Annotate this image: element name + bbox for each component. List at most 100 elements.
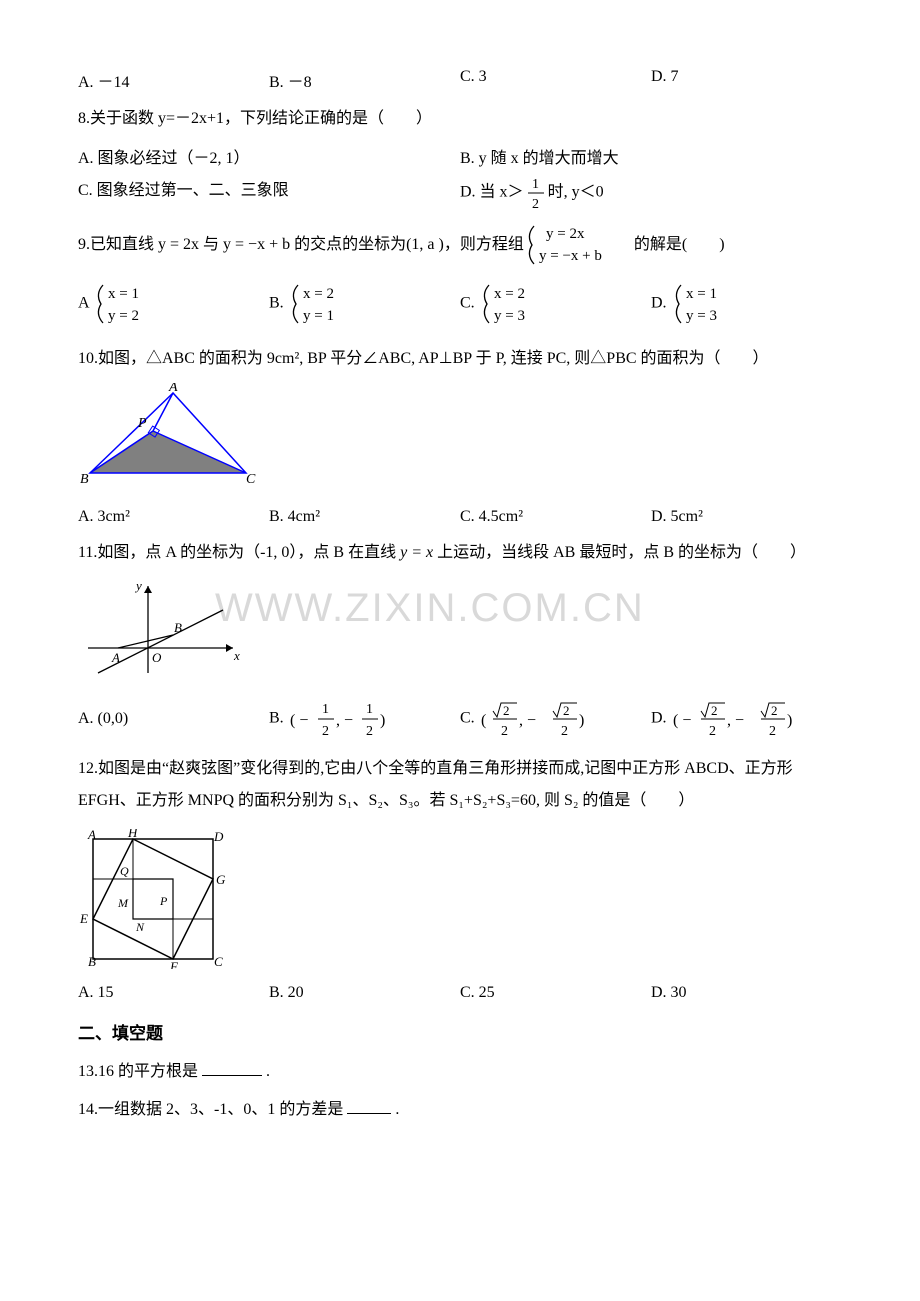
svg-text:y: y — [134, 578, 142, 593]
q10-opt-b: B. 4cm² — [269, 508, 460, 526]
q8-row2: C. 图象经过第一、二、三象限 D. 当 x＞ 1 2 时, y＜0 — [78, 176, 842, 210]
q8-stem: 8.关于函数 y=－2x+1，下列结论正确的是（ ） — [78, 106, 842, 132]
q10-figure: A B C P — [78, 383, 842, 498]
zhaoshuang-figure-icon: A B C D E F G H M N P Q — [78, 829, 258, 969]
q9-sys-bot: y = −x + b — [539, 248, 602, 264]
q11-suffix: 上运动，当线段 AB 最短时，点 B 的坐标为（ ） — [437, 544, 806, 561]
q8-opt-b: B. y 随 x 的增大而增大 — [460, 144, 842, 168]
svg-text:1: 1 — [532, 177, 539, 192]
q9-options: A x = 1 y = 2 B. x = 2 y = 1 C. — [78, 282, 842, 326]
q11-c-label: C. — [460, 709, 475, 726]
svg-text:): ) — [787, 712, 792, 729]
svg-text:M: M — [117, 896, 129, 910]
axes-figure-icon: A B O x y — [78, 578, 248, 678]
q11-opt-d: D. ( − 2 2 , − 2 2 ) — [651, 699, 842, 739]
q8-opt-d: D. 当 x＞ 1 2 时, y＜0 — [460, 176, 842, 210]
q11-opt-b: B. ( − 1 2 , − 1 2 ) — [269, 699, 460, 739]
svg-text:P: P — [159, 894, 168, 908]
svg-text:2: 2 — [771, 703, 778, 718]
svg-text:Q: Q — [120, 864, 129, 878]
svg-text:2: 2 — [561, 724, 568, 739]
q9-stem: 9.已知直线 y = 2x 与 y = −x + b 的交点的坐标为(1, a … — [78, 222, 842, 268]
q9-opt-c: C. x = 2 y = 3 — [460, 282, 651, 326]
svg-text:( −: ( − — [673, 712, 691, 729]
q9-sys-top: y = 2x — [546, 226, 585, 242]
svg-text:( −: ( − — [290, 712, 308, 729]
svg-text:y = 3: y = 3 — [686, 308, 717, 324]
coord-sqrt-icon: ( 2 2 , − 2 2 ) — [479, 699, 609, 739]
q14-suffix: . — [395, 1101, 399, 1118]
blank-input[interactable] — [202, 1059, 262, 1076]
svg-text:B: B — [80, 472, 89, 487]
svg-text:A: A — [87, 829, 96, 842]
svg-text:, −: , − — [336, 712, 353, 729]
svg-text:D: D — [213, 829, 224, 844]
q9-opt-d: D. x = 1 y = 3 — [651, 282, 842, 326]
svg-text:x = 2: x = 2 — [303, 286, 334, 302]
q7-opt-c: C. 3 — [460, 68, 651, 92]
svg-text:y = 3: y = 3 — [494, 308, 525, 324]
svg-text:E: E — [79, 911, 88, 926]
q10-options: A. 3cm² B. 4cm² C. 4.5cm² D. 5cm² — [78, 508, 842, 526]
q9-d-label: D. — [651, 294, 667, 311]
svg-text:B: B — [174, 620, 182, 635]
svg-text:C: C — [214, 954, 223, 969]
q12-opt-a: A. 15 — [78, 984, 269, 1002]
brace-icon: x = 2 y = 1 — [288, 282, 358, 326]
svg-text:, −: , − — [519, 712, 536, 729]
svg-text:H: H — [127, 829, 138, 840]
svg-text:O: O — [152, 650, 162, 665]
q8-d-prefix: D. 当 x＞ — [460, 183, 524, 200]
q10-opt-c: C. 4.5cm² — [460, 508, 651, 526]
svg-text:2: 2 — [503, 703, 510, 718]
brace-icon: x = 1 y = 3 — [671, 282, 741, 326]
svg-text:2: 2 — [366, 724, 373, 739]
q12-opt-b: B. 20 — [269, 984, 460, 1002]
svg-text:1: 1 — [366, 702, 373, 717]
svg-text:P: P — [137, 416, 147, 431]
q11-figure: A B O x y — [78, 578, 842, 683]
q13-prefix: 13.16 的平方根是 — [78, 1063, 198, 1080]
q8-opt-c: C. 图象经过第一、二、三象限 — [78, 176, 460, 210]
svg-text:B: B — [88, 954, 96, 969]
svg-text:y = 1: y = 1 — [303, 308, 334, 324]
q14: 14.一组数据 2、3、-1、0、1 的方差是 . — [78, 1097, 842, 1123]
svg-text:2: 2 — [563, 703, 570, 718]
svg-text:x: x — [233, 648, 240, 663]
q11-options: A. (0,0) B. ( − 1 2 , − 1 2 ) C. — [78, 699, 842, 739]
fraction-icon: 1 2 — [528, 176, 544, 210]
brace-icon: x = 2 y = 3 — [479, 282, 549, 326]
svg-text:): ) — [579, 712, 584, 729]
q9-a-label: A — [78, 294, 89, 311]
q9-c-label: C. — [460, 294, 475, 311]
svg-text:G: G — [216, 872, 226, 887]
svg-text:(: ( — [481, 712, 486, 729]
svg-text:, −: , − — [727, 712, 744, 729]
q11-stem: 11.如图，点 A 的坐标为（-1, 0），点 B 在直线 y = x 上运动，… — [78, 540, 842, 566]
q11-opt-c: C. ( 2 2 , − 2 2 ) — [460, 699, 651, 739]
q9-opt-a: A x = 1 y = 2 — [78, 282, 269, 326]
section-2-heading: 二、填空题 — [78, 1020, 842, 1047]
q11-mid: y = x — [400, 544, 433, 561]
svg-text:2: 2 — [322, 724, 329, 739]
svg-text:x = 2: x = 2 — [494, 286, 525, 302]
svg-text:x = 1: x = 1 — [108, 286, 139, 302]
q9-suffix: 的解是( ) — [634, 232, 725, 258]
q9-prefix: 9.已知直线 y = 2x 与 y = −x + b 的交点的坐标为(1, a … — [78, 232, 524, 258]
svg-text:A: A — [168, 383, 178, 395]
svg-text:2: 2 — [501, 724, 508, 739]
q12-figure: A B C D E F G H M N P Q — [78, 829, 842, 974]
q7-options: A. －14 B. －8 C. 3 D. 7 — [78, 68, 842, 92]
svg-text:y = 2: y = 2 — [108, 308, 139, 324]
svg-text:F: F — [169, 959, 179, 969]
brace-icon: x = 1 y = 2 — [93, 282, 163, 326]
q8-row1: A. 图象必经过（－2, 1） B. y 随 x 的增大而增大 — [78, 144, 842, 168]
q8-d-suffix: 时, y＜0 — [548, 183, 604, 200]
coord-frac-icon: ( − 1 2 , − 1 2 ) — [288, 699, 398, 739]
q11-d-label: D. — [651, 709, 667, 726]
q9-opt-b: B. x = 2 y = 1 — [269, 282, 460, 326]
q14-prefix: 14.一组数据 2、3、-1、0、1 的方差是 — [78, 1101, 343, 1118]
q11-opt-a: A. (0,0) — [78, 710, 269, 728]
q13: 13.16 的平方根是 . — [78, 1059, 842, 1085]
blank-input[interactable] — [347, 1097, 391, 1114]
